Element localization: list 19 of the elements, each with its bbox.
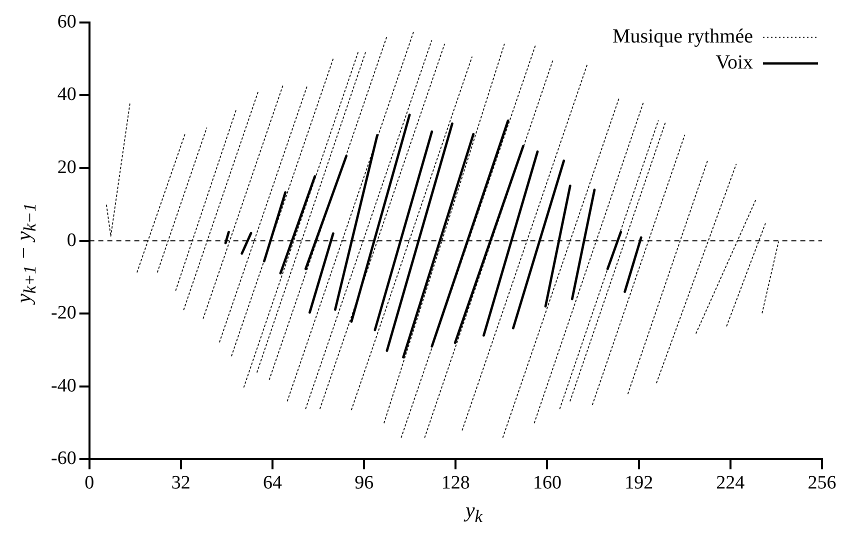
x-tick-label: 256 xyxy=(808,472,836,494)
y-tick-label: -20 xyxy=(51,302,76,324)
y-tick-label: -60 xyxy=(51,448,76,470)
y-tick-label: 40 xyxy=(57,84,76,106)
x-axis-title: y$_{k}$ xyxy=(465,498,483,528)
x-tick-label: 0 xyxy=(84,472,94,494)
x-tick-label: 128 xyxy=(441,472,470,494)
x-tick-label: 160 xyxy=(533,472,562,494)
x-tick-label: 96 xyxy=(354,472,374,494)
legend-label: Voix xyxy=(716,52,753,74)
y-tick-label: 0 xyxy=(66,230,76,251)
x-tick-label: 32 xyxy=(171,472,190,494)
y-tick-label: -40 xyxy=(51,375,76,396)
y-tick-label: 60 xyxy=(57,11,76,32)
x-tick-label: 64 xyxy=(262,472,282,494)
x-tick-label: 224 xyxy=(716,472,746,494)
y-tick-label: 20 xyxy=(57,156,76,178)
legend-label: Musique rythmée xyxy=(612,26,754,48)
x-tick-label: 192 xyxy=(624,472,654,494)
